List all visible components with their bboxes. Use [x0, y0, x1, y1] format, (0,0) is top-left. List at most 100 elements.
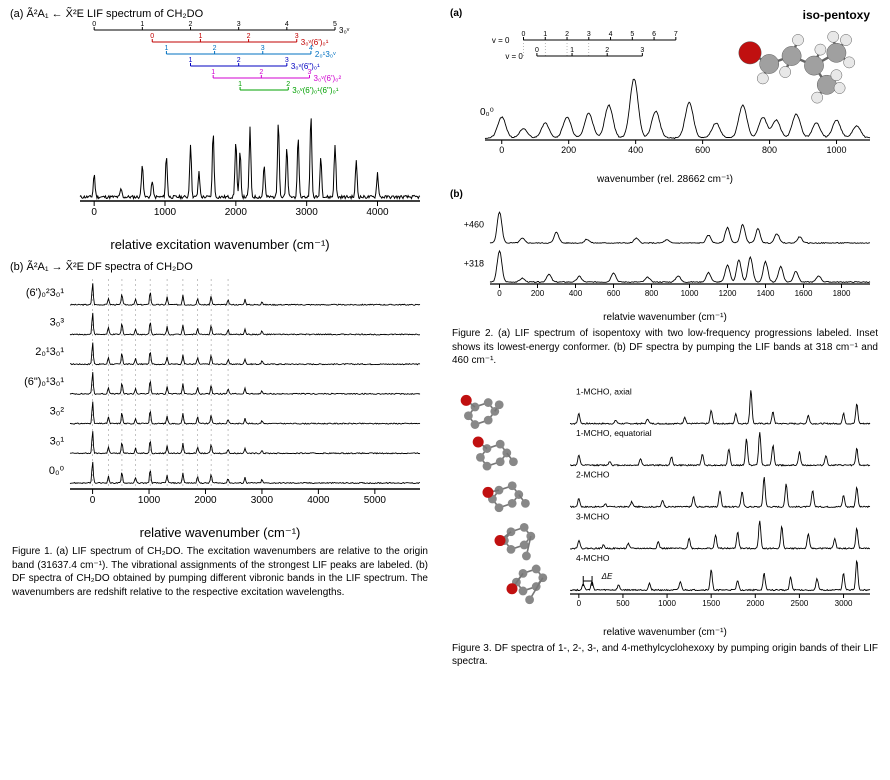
fig2b-sublabel: (b)	[450, 189, 880, 200]
svg-text:400: 400	[628, 145, 643, 155]
left-column: (a) Ã²A₁ ← X̃²E LIF spectrum of CH₂DO 0 1…	[0, 0, 440, 780]
svg-text:1000: 1000	[138, 495, 161, 506]
svg-text:2000: 2000	[194, 495, 217, 506]
svg-text:4: 4	[309, 45, 313, 52]
svg-text:200: 200	[531, 289, 545, 298]
svg-text:5: 5	[630, 31, 634, 38]
fig3-svg: 1-MCHO, axial1-MCHO, equatorial2-MCHO3-M…	[450, 380, 880, 625]
svg-text:4000: 4000	[307, 495, 330, 506]
svg-text:3: 3	[285, 57, 289, 64]
svg-text:3₀¹: 3₀¹	[50, 435, 65, 447]
svg-text:3000: 3000	[835, 599, 853, 608]
svg-text:1-MCHO, equatorial: 1-MCHO, equatorial	[576, 428, 652, 438]
svg-text:(6')₀²3₀¹: (6')₀²3₀¹	[26, 287, 64, 299]
fig2-caption: Figure 2. (a) LIF spectrum of isopentoxy…	[450, 327, 880, 368]
fig1a-xlabel: relative excitation wavenumber (cm⁻¹)	[10, 237, 430, 253]
svg-text:(6")₀¹3₀¹: (6")₀¹3₀¹	[24, 376, 64, 388]
svg-text:3000: 3000	[251, 495, 274, 506]
fig3-xlabel: relative wavenumber (cm⁻¹)	[450, 627, 880, 638]
svg-text:1000: 1000	[827, 145, 847, 155]
fig1a-svg: 0123453₀ᵛ01233₀ᵛ(6')₀¹12342₀¹3₀ᵛ1233₀ᵛ(6…	[10, 20, 430, 235]
fig1a-title: (a) Ã²A₁ ← X̃²E LIF spectrum of CH₂DO	[10, 8, 430, 20]
svg-text:1: 1	[164, 45, 168, 52]
svg-text:1: 1	[570, 47, 574, 54]
svg-text:3: 3	[295, 33, 299, 40]
fig1b-title: (b) Ã²A₁ → X̃²E DF spectra of CH₂DO	[10, 261, 430, 273]
svg-text:3: 3	[587, 31, 591, 38]
svg-text:7: 7	[674, 31, 678, 38]
svg-text:0₀⁰: 0₀⁰	[49, 465, 65, 477]
svg-text:3: 3	[237, 21, 241, 28]
svg-text:2000: 2000	[746, 599, 764, 608]
svg-text:+460: +460	[464, 219, 484, 229]
fig2a-xlabel: wavenumber (rel. 28662 cm⁻¹)	[450, 174, 880, 185]
fig2a-sublabel: (a)	[450, 8, 462, 19]
svg-text:2: 2	[237, 57, 241, 64]
svg-text:3₀³: 3₀³	[50, 317, 65, 329]
svg-text:v = 0: v = 0	[505, 52, 523, 61]
svg-text:600: 600	[607, 289, 621, 298]
fig2a-svg: v = 001234567v = 001230₀⁰020040060080010…	[450, 22, 880, 172]
svg-text:1500: 1500	[702, 599, 720, 608]
svg-text:2: 2	[189, 21, 193, 28]
svg-text:1800: 1800	[833, 289, 851, 298]
svg-text:6: 6	[652, 31, 656, 38]
fig1b-xlabel: relative wavenumber (cm⁻¹)	[10, 525, 430, 541]
fig3-caption: Figure 3. DF spectra of 1-, 2-, 3-, and …	[450, 642, 880, 669]
svg-text:4-MCHO: 4-MCHO	[576, 552, 610, 562]
svg-text:500: 500	[616, 599, 630, 608]
svg-text:200: 200	[561, 145, 576, 155]
svg-text:3: 3	[308, 69, 312, 76]
svg-text:5000: 5000	[364, 495, 387, 506]
svg-text:2: 2	[605, 47, 609, 54]
svg-text:3000: 3000	[296, 207, 319, 218]
svg-text:2500: 2500	[791, 599, 809, 608]
svg-text:2-MCHO: 2-MCHO	[576, 469, 610, 479]
svg-text:ΔE: ΔE	[601, 572, 613, 581]
svg-text:1: 1	[211, 69, 215, 76]
svg-text:4: 4	[285, 21, 289, 28]
svg-text:2: 2	[286, 81, 290, 88]
svg-text:0: 0	[497, 289, 502, 298]
svg-text:0₀⁰: 0₀⁰	[480, 107, 494, 118]
svg-text:v = 0: v = 0	[492, 36, 510, 45]
fig1b-svg: (6')₀²3₀¹3₀³2₀¹3₀¹(6")₀¹3₀¹3₀²3₀¹0₀⁰0100…	[10, 273, 430, 523]
svg-text:0: 0	[499, 145, 504, 155]
fig2-title: iso-pentoxy	[803, 8, 880, 22]
svg-text:2: 2	[259, 69, 263, 76]
svg-text:0: 0	[90, 495, 96, 506]
svg-text:2₀¹3₀ᵛ: 2₀¹3₀ᵛ	[315, 50, 336, 59]
fig2b-xlabel: relatvie wavenumber (cm⁻¹)	[450, 312, 880, 323]
svg-text:2: 2	[247, 33, 251, 40]
svg-text:1000: 1000	[681, 289, 699, 298]
svg-text:0: 0	[577, 599, 582, 608]
right-column: (a) iso-pentoxy v = 0 0 1 2 3 4 5 6 7 v = 0 0 1 2 3 0₀…	[440, 0, 890, 780]
svg-text:0: 0	[91, 207, 97, 218]
svg-text:0: 0	[535, 47, 539, 54]
svg-text:+318: +318	[464, 258, 484, 268]
svg-text:0: 0	[92, 21, 96, 28]
svg-text:3: 3	[640, 47, 644, 54]
fig1-caption: Figure 1. (a) LIF spectrum of CH₂DO. The…	[10, 545, 430, 599]
svg-text:1: 1	[543, 31, 547, 38]
svg-text:3₀ᵛ(6")₀¹: 3₀ᵛ(6")₀¹	[291, 62, 320, 71]
svg-text:3₀ᵛ: 3₀ᵛ	[339, 26, 350, 35]
svg-text:3₀ᵛ(6')₀¹: 3₀ᵛ(6')₀¹	[301, 38, 329, 47]
svg-text:2₀¹3₀¹: 2₀¹3₀¹	[35, 346, 64, 358]
svg-text:2: 2	[565, 31, 569, 38]
svg-text:3₀ᵛ(6')₀²: 3₀ᵛ(6')₀²	[314, 74, 342, 83]
svg-text:1: 1	[238, 81, 242, 88]
svg-text:1600: 1600	[795, 289, 813, 298]
svg-text:1: 1	[189, 57, 193, 64]
svg-text:1: 1	[198, 33, 202, 40]
svg-text:3: 3	[261, 45, 265, 52]
svg-text:1-MCHO, axial: 1-MCHO, axial	[576, 386, 632, 396]
svg-text:1400: 1400	[757, 289, 775, 298]
svg-text:1000: 1000	[658, 599, 676, 608]
svg-text:400: 400	[569, 289, 583, 298]
svg-text:5: 5	[333, 21, 337, 28]
svg-text:1: 1	[140, 21, 144, 28]
svg-text:4: 4	[609, 31, 613, 38]
svg-text:600: 600	[695, 145, 710, 155]
svg-text:2000: 2000	[225, 207, 248, 218]
